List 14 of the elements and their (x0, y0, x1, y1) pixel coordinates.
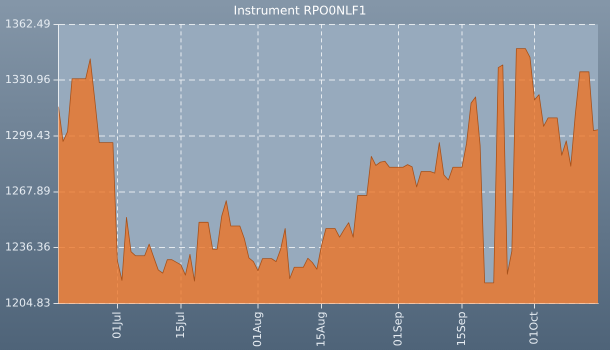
y-tick-label: 1330.96 (4, 73, 50, 86)
chart-title: Instrument RPO0NLF1 (234, 3, 366, 18)
x-tick-label: 01Aug (250, 312, 264, 348)
y-tick-label: 1299.43 (4, 128, 50, 142)
x-tick-label: 01Jul (110, 312, 124, 339)
y-tick-label: 1267.89 (4, 184, 50, 198)
x-tick-label: 15Jul (174, 312, 187, 339)
x-tick-label: 01Oct (527, 310, 540, 345)
x-tick-label: 01Sep (391, 312, 404, 346)
y-tick-label: 1362.49 (4, 17, 50, 30)
x-tick-label: 15Sep (454, 312, 468, 346)
y-tick-label: 1204.83 (4, 296, 50, 310)
x-tick-label: 15Aug (314, 312, 328, 348)
y-tick-label: 1236.36 (4, 240, 50, 254)
